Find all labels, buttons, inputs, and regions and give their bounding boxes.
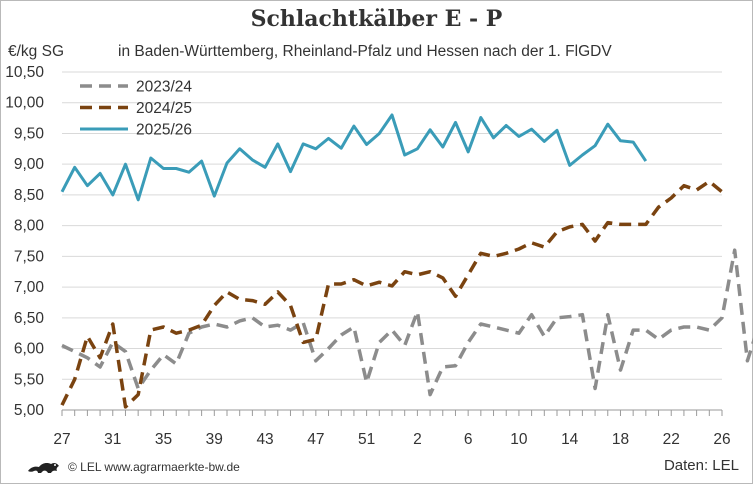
lion-logo-icon	[28, 462, 59, 473]
legend-label: 2025/26	[136, 122, 192, 139]
series-line-2024-25	[60, 179, 724, 409]
footer-credit: © LEL www.agrarmaerkte-bw.de	[26, 457, 240, 477]
y-tick-label: 6,00	[14, 341, 45, 358]
x-axis: 27 31 35 39 43 47 51 2 6 10 14 18 22 26	[53, 410, 731, 448]
y-tick-label: 10,50	[5, 64, 44, 81]
chart-title: Schlachtkälber E - P	[250, 6, 503, 32]
y-tick-label: 7,00	[14, 279, 45, 296]
legend-label: 2024/25	[136, 100, 192, 117]
x-tick-label: 6	[464, 431, 473, 448]
y-axis: 5,00 5,50 6,00 6,50 7,00 7,50 8,00 8,50 9,00 9,50…	[5, 64, 44, 419]
x-tick-label: 14	[561, 431, 579, 448]
x-tick-label: 39	[206, 431, 223, 448]
series-lines	[60, 113, 753, 409]
x-tick-label: 18	[612, 431, 629, 448]
x-tick-label: 51	[358, 431, 375, 448]
y-tick-label: 10,00	[5, 95, 44, 112]
y-tick-label: 7,50	[14, 248, 45, 265]
series-line-2023-24	[61, 248, 753, 397]
x-tick-label: 35	[155, 431, 172, 448]
y-axis-unit: €/kg SG	[8, 43, 64, 60]
x-tick-label: 2	[413, 431, 422, 448]
y-tick-label: 5,00	[14, 402, 45, 419]
data-source: Daten: LEL	[663, 457, 739, 474]
y-tick-label: 8,50	[14, 187, 45, 204]
x-tick-label: 26	[713, 431, 730, 448]
credit-text: © LEL www.agrarmaerkte-bw.de	[68, 460, 240, 474]
y-tick-label: 6,50	[14, 310, 45, 327]
x-tick-label: 27	[53, 431, 70, 448]
chart-subtitle: in Baden-Württemberg, Rheinland-Pfalz un…	[118, 43, 612, 60]
legend-label: 2023/24	[136, 79, 192, 96]
y-tick-label: 9,50	[14, 125, 45, 142]
x-tick-label: 10	[510, 431, 528, 448]
y-tick-label: 9,00	[14, 156, 45, 173]
y-tick-label: 5,50	[14, 371, 45, 388]
x-tick-label: 43	[256, 431, 273, 448]
series-line-2025-26	[60, 113, 648, 202]
legend: 2023/24 2024/25 2025/26	[80, 79, 192, 139]
x-tick-label: 47	[307, 431, 324, 448]
y-tick-label: 8,00	[14, 218, 45, 235]
x-tick-label: 22	[663, 431, 680, 448]
x-tick-label: 31	[104, 431, 121, 448]
